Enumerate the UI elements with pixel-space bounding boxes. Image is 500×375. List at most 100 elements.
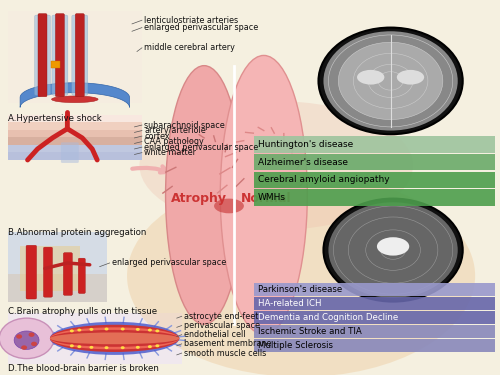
Circle shape bbox=[28, 333, 34, 337]
Circle shape bbox=[324, 31, 458, 130]
FancyBboxPatch shape bbox=[254, 136, 495, 153]
FancyBboxPatch shape bbox=[38, 13, 47, 97]
FancyBboxPatch shape bbox=[254, 311, 495, 324]
Circle shape bbox=[120, 327, 124, 330]
FancyBboxPatch shape bbox=[8, 313, 182, 364]
Circle shape bbox=[14, 331, 39, 350]
FancyBboxPatch shape bbox=[20, 246, 80, 291]
Text: Alzheimer's disease: Alzheimer's disease bbox=[258, 158, 348, 167]
Circle shape bbox=[31, 342, 37, 346]
Text: Cerebral amyloid angiopathy: Cerebral amyloid angiopathy bbox=[258, 176, 390, 184]
FancyBboxPatch shape bbox=[76, 13, 84, 97]
Circle shape bbox=[328, 202, 458, 298]
FancyBboxPatch shape bbox=[254, 154, 495, 170]
Text: CAA pathology: CAA pathology bbox=[144, 137, 204, 146]
Text: Dementia and Cognition Decline: Dementia and Cognition Decline bbox=[258, 313, 398, 322]
Ellipse shape bbox=[140, 101, 413, 230]
FancyBboxPatch shape bbox=[52, 15, 68, 95]
Circle shape bbox=[136, 328, 140, 331]
FancyBboxPatch shape bbox=[8, 123, 142, 130]
Circle shape bbox=[90, 346, 94, 349]
Text: Huntington's disease: Huntington's disease bbox=[258, 140, 353, 149]
Circle shape bbox=[90, 328, 94, 331]
Circle shape bbox=[16, 334, 22, 339]
FancyBboxPatch shape bbox=[254, 283, 495, 296]
Circle shape bbox=[70, 344, 74, 347]
Text: WMHs: WMHs bbox=[258, 193, 286, 202]
FancyBboxPatch shape bbox=[254, 189, 495, 206]
Circle shape bbox=[70, 330, 74, 332]
FancyBboxPatch shape bbox=[56, 13, 64, 97]
Ellipse shape bbox=[166, 66, 242, 324]
FancyBboxPatch shape bbox=[8, 11, 142, 103]
Text: artery/arteriole: artery/arteriole bbox=[144, 126, 206, 135]
Text: B.Abnormal protein aggregation: B.Abnormal protein aggregation bbox=[8, 228, 146, 237]
Text: C.Brain atrophy pulls on the tissue: C.Brain atrophy pulls on the tissue bbox=[8, 307, 157, 316]
Circle shape bbox=[338, 42, 443, 120]
Ellipse shape bbox=[127, 175, 475, 375]
FancyBboxPatch shape bbox=[26, 245, 36, 299]
Text: A.Hypertensive shock: A.Hypertensive shock bbox=[8, 114, 102, 123]
Text: Multiple Sclerosis: Multiple Sclerosis bbox=[258, 341, 333, 350]
Circle shape bbox=[136, 346, 140, 349]
Ellipse shape bbox=[50, 322, 179, 355]
Circle shape bbox=[104, 327, 108, 330]
Circle shape bbox=[148, 345, 152, 348]
Polygon shape bbox=[20, 83, 130, 107]
Circle shape bbox=[21, 345, 27, 350]
Ellipse shape bbox=[220, 56, 308, 334]
Text: endothelial cell: endothelial cell bbox=[184, 330, 246, 339]
Text: Atrophy: Atrophy bbox=[171, 192, 227, 205]
Text: Normal: Normal bbox=[241, 192, 292, 205]
Ellipse shape bbox=[50, 333, 179, 344]
Text: Ischemic Stroke and TIA: Ischemic Stroke and TIA bbox=[258, 327, 362, 336]
Ellipse shape bbox=[214, 199, 244, 213]
FancyBboxPatch shape bbox=[44, 247, 52, 297]
FancyBboxPatch shape bbox=[254, 325, 495, 338]
Ellipse shape bbox=[377, 237, 409, 256]
FancyBboxPatch shape bbox=[8, 152, 142, 160]
FancyBboxPatch shape bbox=[254, 172, 495, 188]
Circle shape bbox=[318, 28, 462, 134]
Ellipse shape bbox=[50, 330, 179, 347]
Text: astrocyte end-feet: astrocyte end-feet bbox=[184, 312, 258, 321]
Bar bbox=[51, 62, 60, 68]
Circle shape bbox=[156, 344, 160, 347]
FancyBboxPatch shape bbox=[8, 130, 142, 138]
Circle shape bbox=[104, 346, 108, 349]
Text: smooth muscle cells: smooth muscle cells bbox=[184, 349, 266, 358]
Text: basement membrane: basement membrane bbox=[184, 339, 272, 348]
Ellipse shape bbox=[357, 70, 384, 85]
Ellipse shape bbox=[397, 70, 424, 85]
FancyBboxPatch shape bbox=[8, 115, 142, 123]
FancyBboxPatch shape bbox=[254, 297, 495, 310]
Text: enlarged perivascular space: enlarged perivascular space bbox=[112, 258, 226, 267]
Text: enlarged perivascular space: enlarged perivascular space bbox=[144, 23, 258, 32]
Text: HA-related ICH: HA-related ICH bbox=[258, 299, 322, 308]
Text: middle cerebral artery: middle cerebral artery bbox=[144, 43, 236, 52]
Circle shape bbox=[148, 328, 152, 332]
Text: white matter: white matter bbox=[144, 148, 197, 157]
FancyBboxPatch shape bbox=[8, 137, 142, 145]
Text: D.The blood-brain barrier is broken: D.The blood-brain barrier is broken bbox=[8, 364, 158, 373]
FancyBboxPatch shape bbox=[64, 253, 72, 296]
Text: perivascular space: perivascular space bbox=[184, 321, 260, 330]
Circle shape bbox=[156, 330, 160, 332]
Circle shape bbox=[120, 346, 124, 349]
Text: cortex: cortex bbox=[144, 132, 170, 141]
FancyBboxPatch shape bbox=[78, 258, 86, 294]
Text: lenticulostriate arteries: lenticulostriate arteries bbox=[144, 16, 238, 25]
Circle shape bbox=[78, 345, 82, 348]
Circle shape bbox=[0, 318, 54, 358]
Circle shape bbox=[78, 328, 82, 332]
Text: enlarged perivascular space: enlarged perivascular space bbox=[144, 142, 258, 152]
FancyBboxPatch shape bbox=[72, 15, 88, 95]
Text: Parkinson's disease: Parkinson's disease bbox=[258, 285, 342, 294]
Ellipse shape bbox=[50, 325, 179, 352]
Circle shape bbox=[324, 199, 462, 302]
FancyBboxPatch shape bbox=[34, 15, 50, 95]
FancyBboxPatch shape bbox=[8, 144, 142, 153]
FancyBboxPatch shape bbox=[254, 339, 495, 352]
Text: subarachnoid space: subarachnoid space bbox=[144, 120, 225, 129]
FancyBboxPatch shape bbox=[8, 232, 107, 302]
